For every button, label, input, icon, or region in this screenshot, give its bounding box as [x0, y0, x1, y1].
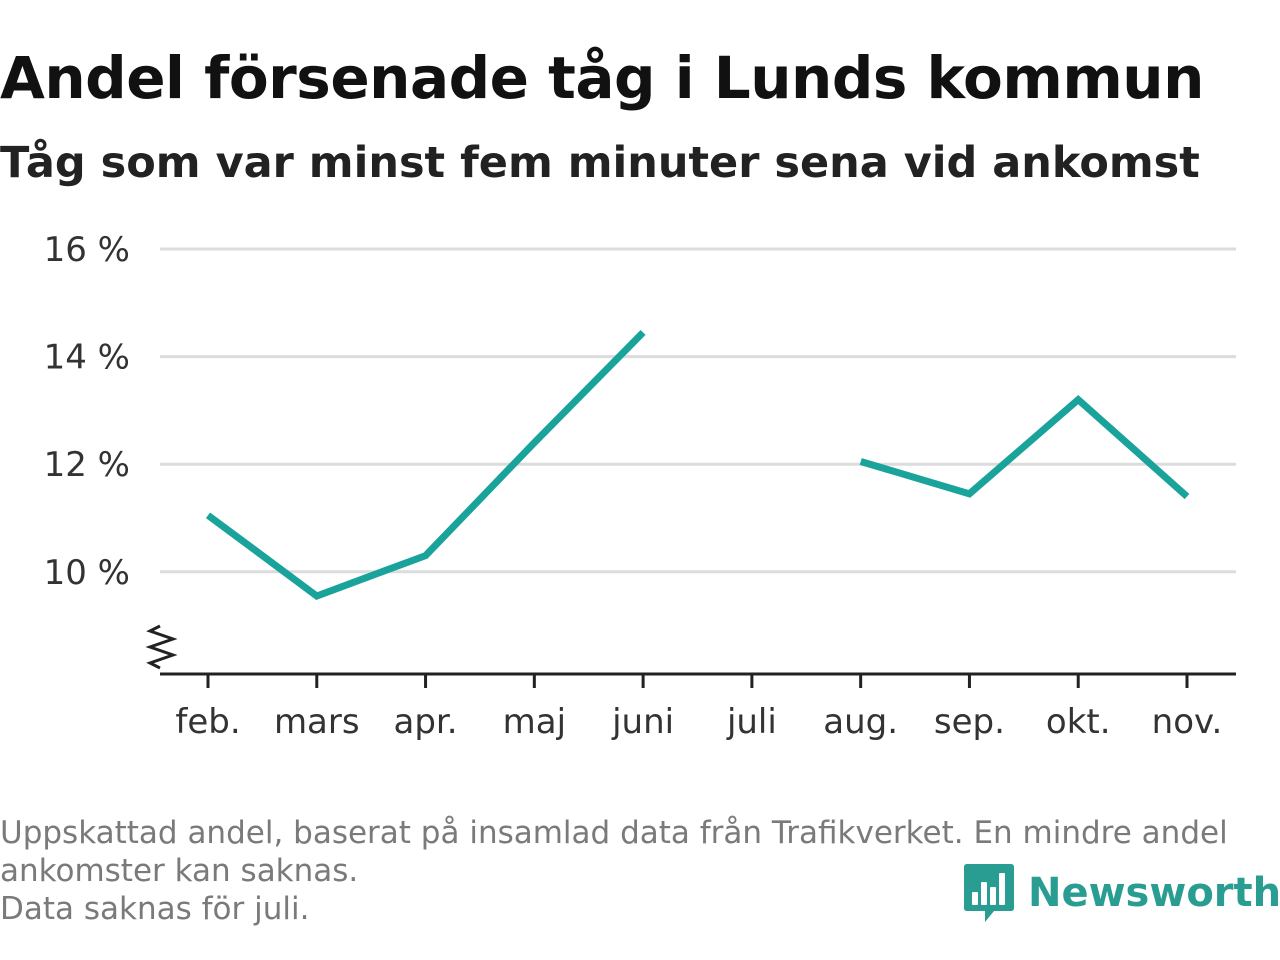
x-tick-label: juli	[726, 702, 777, 742]
chart-subtitle: Tåg som var minst fem minuter sena vid a…	[0, 138, 1200, 188]
x-tick-label: sep.	[934, 702, 1005, 742]
y-axis: 10 % 12 % 14 % 16 %	[44, 230, 178, 670]
axis-break-icon	[145, 624, 178, 670]
gridlines	[160, 247, 1236, 574]
brand-logo: Newsworthy	[964, 864, 1280, 922]
line-chart: 10 % 12 % 14 % 16 % feb. mars apr. maj juni juli…	[44, 230, 1236, 742]
x-tick-label: apr.	[394, 702, 458, 742]
y-tick-label: 12 %	[44, 445, 130, 485]
x-tick-label: maj	[503, 702, 566, 742]
x-tick-label: nov.	[1152, 702, 1223, 742]
x-axis: feb. mars apr. maj juni juli aug. sep. okt. nov.	[160, 672, 1236, 742]
series-line-segment	[205, 329, 646, 600]
x-tick-label: aug.	[823, 702, 898, 742]
series-line-segment	[859, 394, 1190, 500]
series-lines	[205, 329, 1190, 600]
y-tick-label: 10 %	[44, 553, 130, 593]
x-tick-label: okt.	[1046, 702, 1111, 742]
y-tick-label: 14 %	[44, 338, 130, 378]
x-tick-label: juni	[611, 702, 674, 742]
x-tick-label: feb.	[175, 702, 240, 742]
footnote-source: Uppskattad andel, baserat på insamlad da…	[0, 815, 1228, 889]
chart-title: Andel försenade tåg i Lunds kommun	[0, 44, 1204, 112]
bar-chart-speech-bubble-icon	[964, 864, 1014, 922]
footnote: Uppskattad andel, baserat på insamlad da…	[0, 814, 1270, 928]
x-tick-label: mars	[274, 702, 360, 742]
y-tick-label: 16 %	[44, 230, 130, 270]
footnote-missing-data: Data saknas för juli.	[0, 891, 310, 927]
brand-name: Newsworthy	[1028, 870, 1280, 916]
